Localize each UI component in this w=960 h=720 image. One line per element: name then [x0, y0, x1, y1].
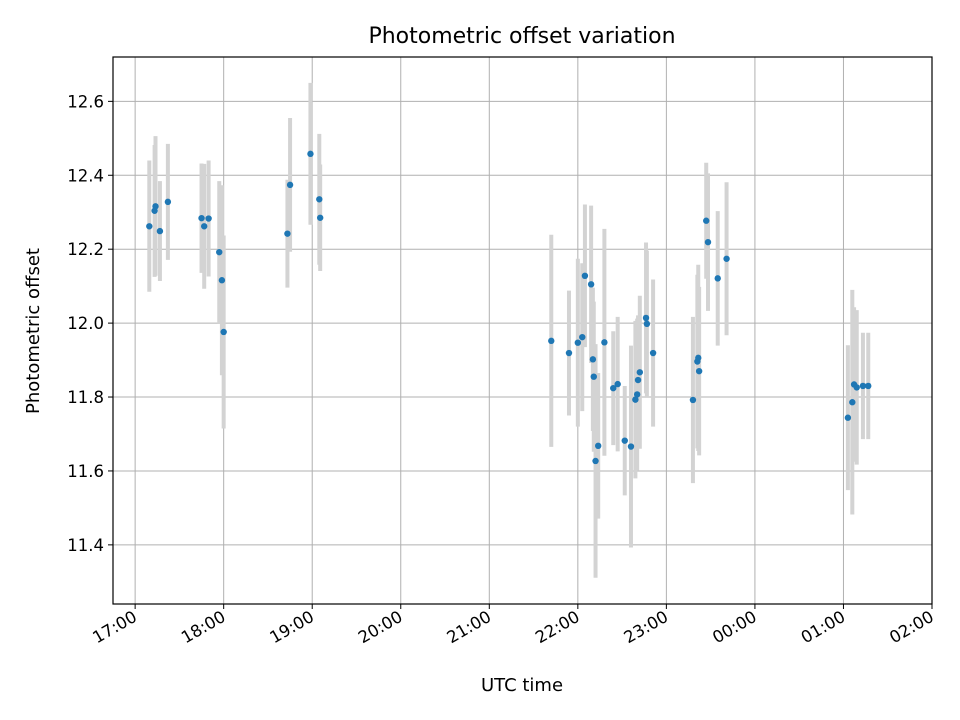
- data-point: [627, 443, 635, 450]
- data-point: [587, 281, 595, 288]
- data-point: [218, 277, 226, 284]
- y-axis-ticks: 11.4 11.6 11.8 12.0 12.2 12.4 12.6: [67, 92, 113, 555]
- data-point: [849, 399, 856, 406]
- data-point: [695, 354, 702, 362]
- y-tick-label: 12.0: [67, 314, 104, 333]
- data-point: [610, 384, 617, 392]
- data-point: [198, 214, 205, 222]
- data-point: [853, 384, 860, 391]
- data-point: [695, 367, 703, 375]
- data-point: [164, 198, 172, 206]
- data-point: [579, 333, 586, 341]
- data-point: [601, 339, 608, 346]
- data-point: [632, 396, 639, 403]
- data-points: [146, 150, 872, 465]
- data-point: [704, 238, 712, 246]
- data-point: [689, 396, 697, 404]
- y-tick-label: 11.6: [67, 462, 104, 481]
- data-point: [565, 349, 573, 357]
- data-point: [633, 391, 641, 398]
- data-point: [703, 217, 710, 224]
- data-point: [216, 248, 223, 256]
- data-point: [592, 457, 599, 465]
- y-tick-label: 11.8: [67, 388, 104, 407]
- data-point: [316, 196, 323, 203]
- data-point: [590, 373, 597, 380]
- data-point: [844, 414, 852, 421]
- data-point: [286, 181, 294, 189]
- data-point: [865, 382, 872, 390]
- data-point: [581, 272, 589, 279]
- data-point: [636, 369, 644, 376]
- data-point: [649, 349, 657, 357]
- data-point: [548, 337, 555, 345]
- data-point: [316, 214, 324, 221]
- data-point: [723, 255, 730, 262]
- data-point: [205, 215, 212, 222]
- data-point: [859, 382, 867, 390]
- data-point: [621, 437, 628, 444]
- data-point: [156, 227, 164, 235]
- data-point: [284, 230, 291, 237]
- y-tick-label: 11.4: [67, 536, 104, 555]
- data-point: [574, 339, 582, 346]
- y-tick-label: 12.6: [67, 92, 104, 111]
- data-point: [589, 356, 597, 363]
- data-point: [152, 203, 159, 210]
- plot-frame: [112, 56, 933, 605]
- y-tick-label: 12.2: [67, 240, 104, 259]
- chart-title: Photometric offset variation: [368, 24, 675, 49]
- data-point: [200, 223, 208, 230]
- y-axis-label: Photometric offset: [23, 248, 44, 414]
- data-point: [714, 275, 721, 282]
- data-point: [634, 376, 642, 384]
- data-point: [643, 320, 651, 328]
- x-axis-label: UTC time: [481, 675, 563, 696]
- y-tick-label: 12.4: [67, 166, 104, 185]
- data-point: [642, 314, 650, 322]
- data-point: [614, 380, 621, 388]
- data-point: [220, 328, 227, 336]
- data-point: [307, 150, 314, 158]
- data-point: [146, 223, 153, 230]
- data-point: [595, 442, 602, 450]
